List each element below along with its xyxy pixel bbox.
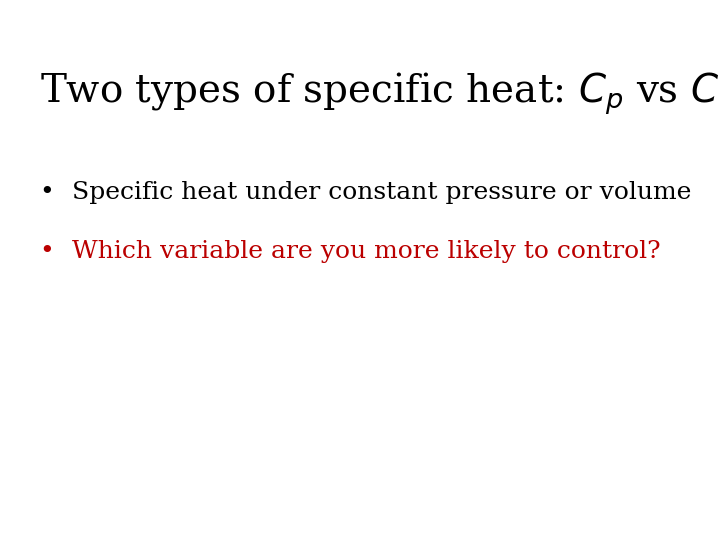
Text: •: •: [40, 240, 54, 264]
Text: •: •: [40, 181, 54, 204]
Text: Specific heat under constant pressure or volume: Specific heat under constant pressure or…: [72, 181, 691, 204]
Text: Two types of specific heat: $C_p$ vs $C_v$: Two types of specific heat: $C_p$ vs $C_…: [40, 70, 720, 117]
Text: Which variable are you more likely to control?: Which variable are you more likely to co…: [72, 240, 661, 264]
